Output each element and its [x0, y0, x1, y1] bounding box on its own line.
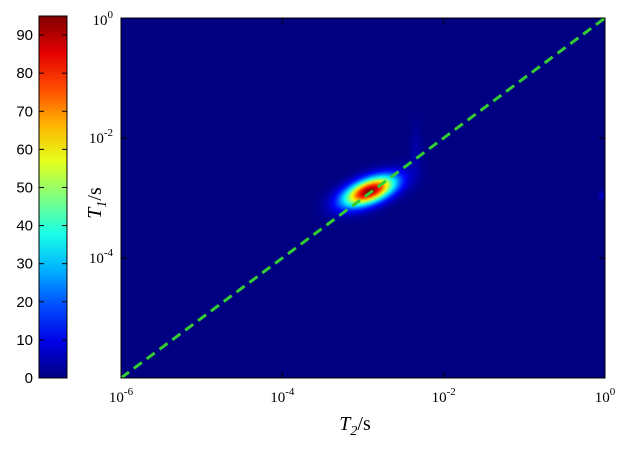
y-tick-label: 10-2 [89, 127, 113, 147]
colorbar-tick-label: 10 [16, 332, 33, 349]
colorbar-tick-label: 80 [16, 65, 33, 82]
colorbar-tick-label: 20 [16, 294, 33, 311]
colorbar-tick-label: 70 [16, 103, 33, 120]
y-axis-ticks: 10-4 10-2 100 [89, 9, 605, 267]
plot-area: 10-6 10-4 10-2 100 10-4 10-2 100 [89, 9, 616, 406]
colorbar-gradient [38, 15, 68, 379]
y-tick-label: 100 [93, 9, 114, 29]
y-axis-title: T1/s [84, 187, 110, 219]
colorbar-tick-label: 60 [16, 141, 33, 158]
x-tick-label: 10-2 [432, 386, 456, 406]
colorbar-ticks: 0 10 20 30 40 50 60 70 80 90 [16, 27, 67, 387]
colorbar-tick-label: 90 [16, 27, 33, 44]
x-axis-ticks: 10-6 10-4 10-2 100 [109, 18, 616, 406]
colorbar: 0 10 20 30 40 50 60 70 80 90 [16, 15, 68, 387]
t1-equals-t2-line [121, 18, 605, 378]
colorbar-tick-label: 30 [16, 256, 33, 273]
colorbar-tick-label: 50 [16, 179, 33, 196]
x-tick-label: 100 [595, 386, 616, 406]
x-axis-title: T2/s [339, 413, 371, 439]
x-tick-label: 10-4 [270, 386, 295, 406]
colorbar-tick-label: 40 [16, 218, 33, 235]
colorbar-tick-label: 0 [25, 370, 33, 387]
plot-frame [120, 17, 606, 379]
x-tick-label: 10-6 [109, 386, 134, 406]
y-tick-label: 10-4 [89, 247, 114, 267]
